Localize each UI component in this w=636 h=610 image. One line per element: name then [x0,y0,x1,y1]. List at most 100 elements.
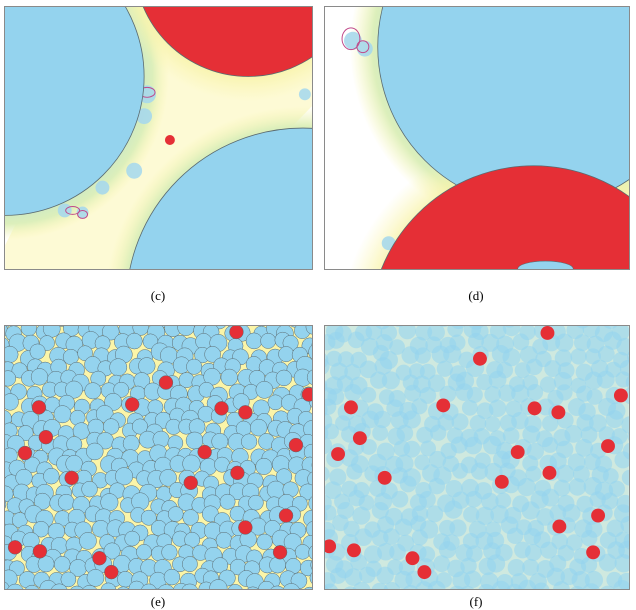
particle-blue [542,489,560,507]
particle-red [601,439,615,453]
particle-blue [419,491,436,508]
particle-red [33,544,47,558]
particle-red [65,471,79,485]
particle-blue [101,494,118,511]
particle-blue [256,458,272,474]
particle-blue [43,468,59,484]
particle-blue [66,455,83,472]
particle-blue [581,530,597,546]
particle-blue [330,568,346,584]
particle-blue [464,571,481,588]
particle-blue [103,419,119,435]
particle-blue [115,468,132,485]
particle-blue [257,534,273,550]
particle-red [32,400,46,414]
particle-blue [82,481,98,497]
particle-blue [123,435,139,451]
particle-blue [389,544,406,561]
particle-red [273,545,287,559]
particle-blue [526,359,542,375]
particle-red [528,401,542,415]
particle-blue [430,425,446,441]
particle-blue [415,347,431,363]
particle-red [39,430,53,444]
particle-red [417,565,431,579]
caption-c: (c) [138,288,178,304]
particle-blue [87,569,104,586]
particle-blue [606,410,624,428]
particle-red [591,509,605,523]
caption-e: (e) [138,594,178,610]
particle-blue [269,557,285,573]
particle-red [406,551,420,565]
particle-blue [359,567,376,584]
particle-blue [276,370,292,386]
particle-red [344,400,358,414]
particle-red [238,521,252,535]
particle-blue [162,544,178,560]
particle-blue [464,437,482,455]
particle-blue [462,400,478,416]
particle-red [586,545,600,559]
particle-blue [489,400,506,417]
particle-blue [485,416,501,432]
panel-e-packed-particles-outlined [4,325,313,590]
particle-red [347,543,361,557]
particle-red [614,389,628,403]
particle-red [331,447,345,461]
particle-blue [138,358,155,375]
particle-blue [382,371,400,389]
particle-blue [449,519,466,536]
particle-blue [182,556,197,571]
particle-blue [261,333,276,348]
particle-red [125,397,139,411]
particle-red [289,438,303,452]
particle-red [279,509,293,523]
particle-red [473,352,487,366]
particle-blue [278,346,293,361]
particle-blue [221,369,238,386]
particle-red [229,326,243,339]
particle-blue [136,544,151,559]
caption-f: (f) [456,594,496,610]
particle-red [93,551,107,565]
particle-red [230,466,244,480]
particle-blue [397,425,414,442]
particle-blue [581,557,597,573]
particle-blue [183,455,201,473]
particle-blue [556,465,574,483]
particle-blue [426,505,443,522]
particle-blue [168,507,183,522]
particle-blue [85,383,101,399]
particle-blue [355,528,373,546]
particle-blue [556,384,572,400]
particle-red [543,466,557,480]
particle-blue [555,334,573,352]
particle-blue [503,427,520,444]
particle-blue [186,359,201,374]
particle-blue [220,494,235,509]
particle-blue [344,384,361,401]
particle-blue [164,569,180,585]
particle-blue [542,437,558,453]
particle-blue [16,469,33,486]
particle-blue [256,381,273,398]
particle-blue [383,528,400,545]
particle-blue [79,532,96,549]
particle-blue [86,443,103,460]
particle-blue [30,344,45,359]
panel-d-closeup-two-grains [324,6,630,270]
particle-blue [391,491,408,508]
particle-red [238,405,252,419]
particle-blue [372,425,388,441]
particle-blue [126,333,142,349]
particle-blue [444,500,462,518]
particle-blue [429,478,445,494]
particle-red [215,401,229,415]
particle-blue [248,495,263,510]
particle-blue [295,544,310,559]
particle-red [552,520,566,534]
particle-red [8,540,22,554]
particle-red [104,565,118,579]
particle-red [541,326,555,340]
